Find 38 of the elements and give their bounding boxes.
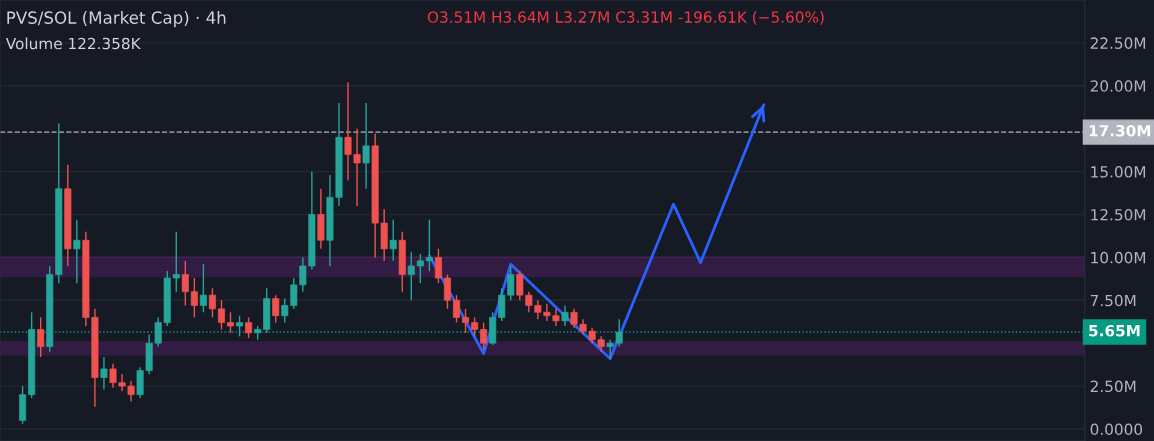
y-tick-label: 7.50M [1090,294,1136,307]
candlestick [217,299,225,331]
y-tick-label: 10.00M [1091,251,1146,264]
candlestick [443,273,451,310]
candlestick [199,263,207,313]
candlestick [181,260,189,307]
candlestick [434,248,442,284]
candlestick [272,294,280,324]
candlestick [37,316,45,358]
candlestick [227,311,235,334]
candlestick [452,294,461,324]
candlestick [389,218,397,262]
candlestick [73,218,81,284]
candlestick [416,253,424,284]
candlestick [236,315,244,338]
y-tick-label: 0.0000 [1090,423,1143,436]
candlestick [561,304,569,327]
candlestick [471,316,479,338]
candlestick [407,251,415,301]
candlestick [462,308,470,334]
y-tick-label: 20.00M [1090,80,1146,92]
candlestick [362,102,370,190]
annotation: O3.51M H3.64M L3.27M C3.31M -196.61K (−5.60%) [427,11,824,25]
text: PVS/SOL (Market Cap) · 4h [7,11,226,28]
y-tick-label: 2.50M [1090,380,1136,393]
line-series [427,103,766,361]
annotation: Volume 122.358K [5,37,141,50]
y-tick-label: 15.00M [1091,166,1146,178]
candlestick [480,321,488,351]
ref-line-label: 17.30M [1089,125,1151,137]
candlestick [245,316,253,339]
y-tick-label: 22.50M [1090,37,1146,49]
candlestick [208,287,216,319]
candlestick [100,356,108,391]
candlestick [190,277,198,319]
ref-line-label: 5.65M [1089,324,1140,337]
y-tick-label: 12.50M [1091,208,1146,221]
candlestick [425,218,433,272]
